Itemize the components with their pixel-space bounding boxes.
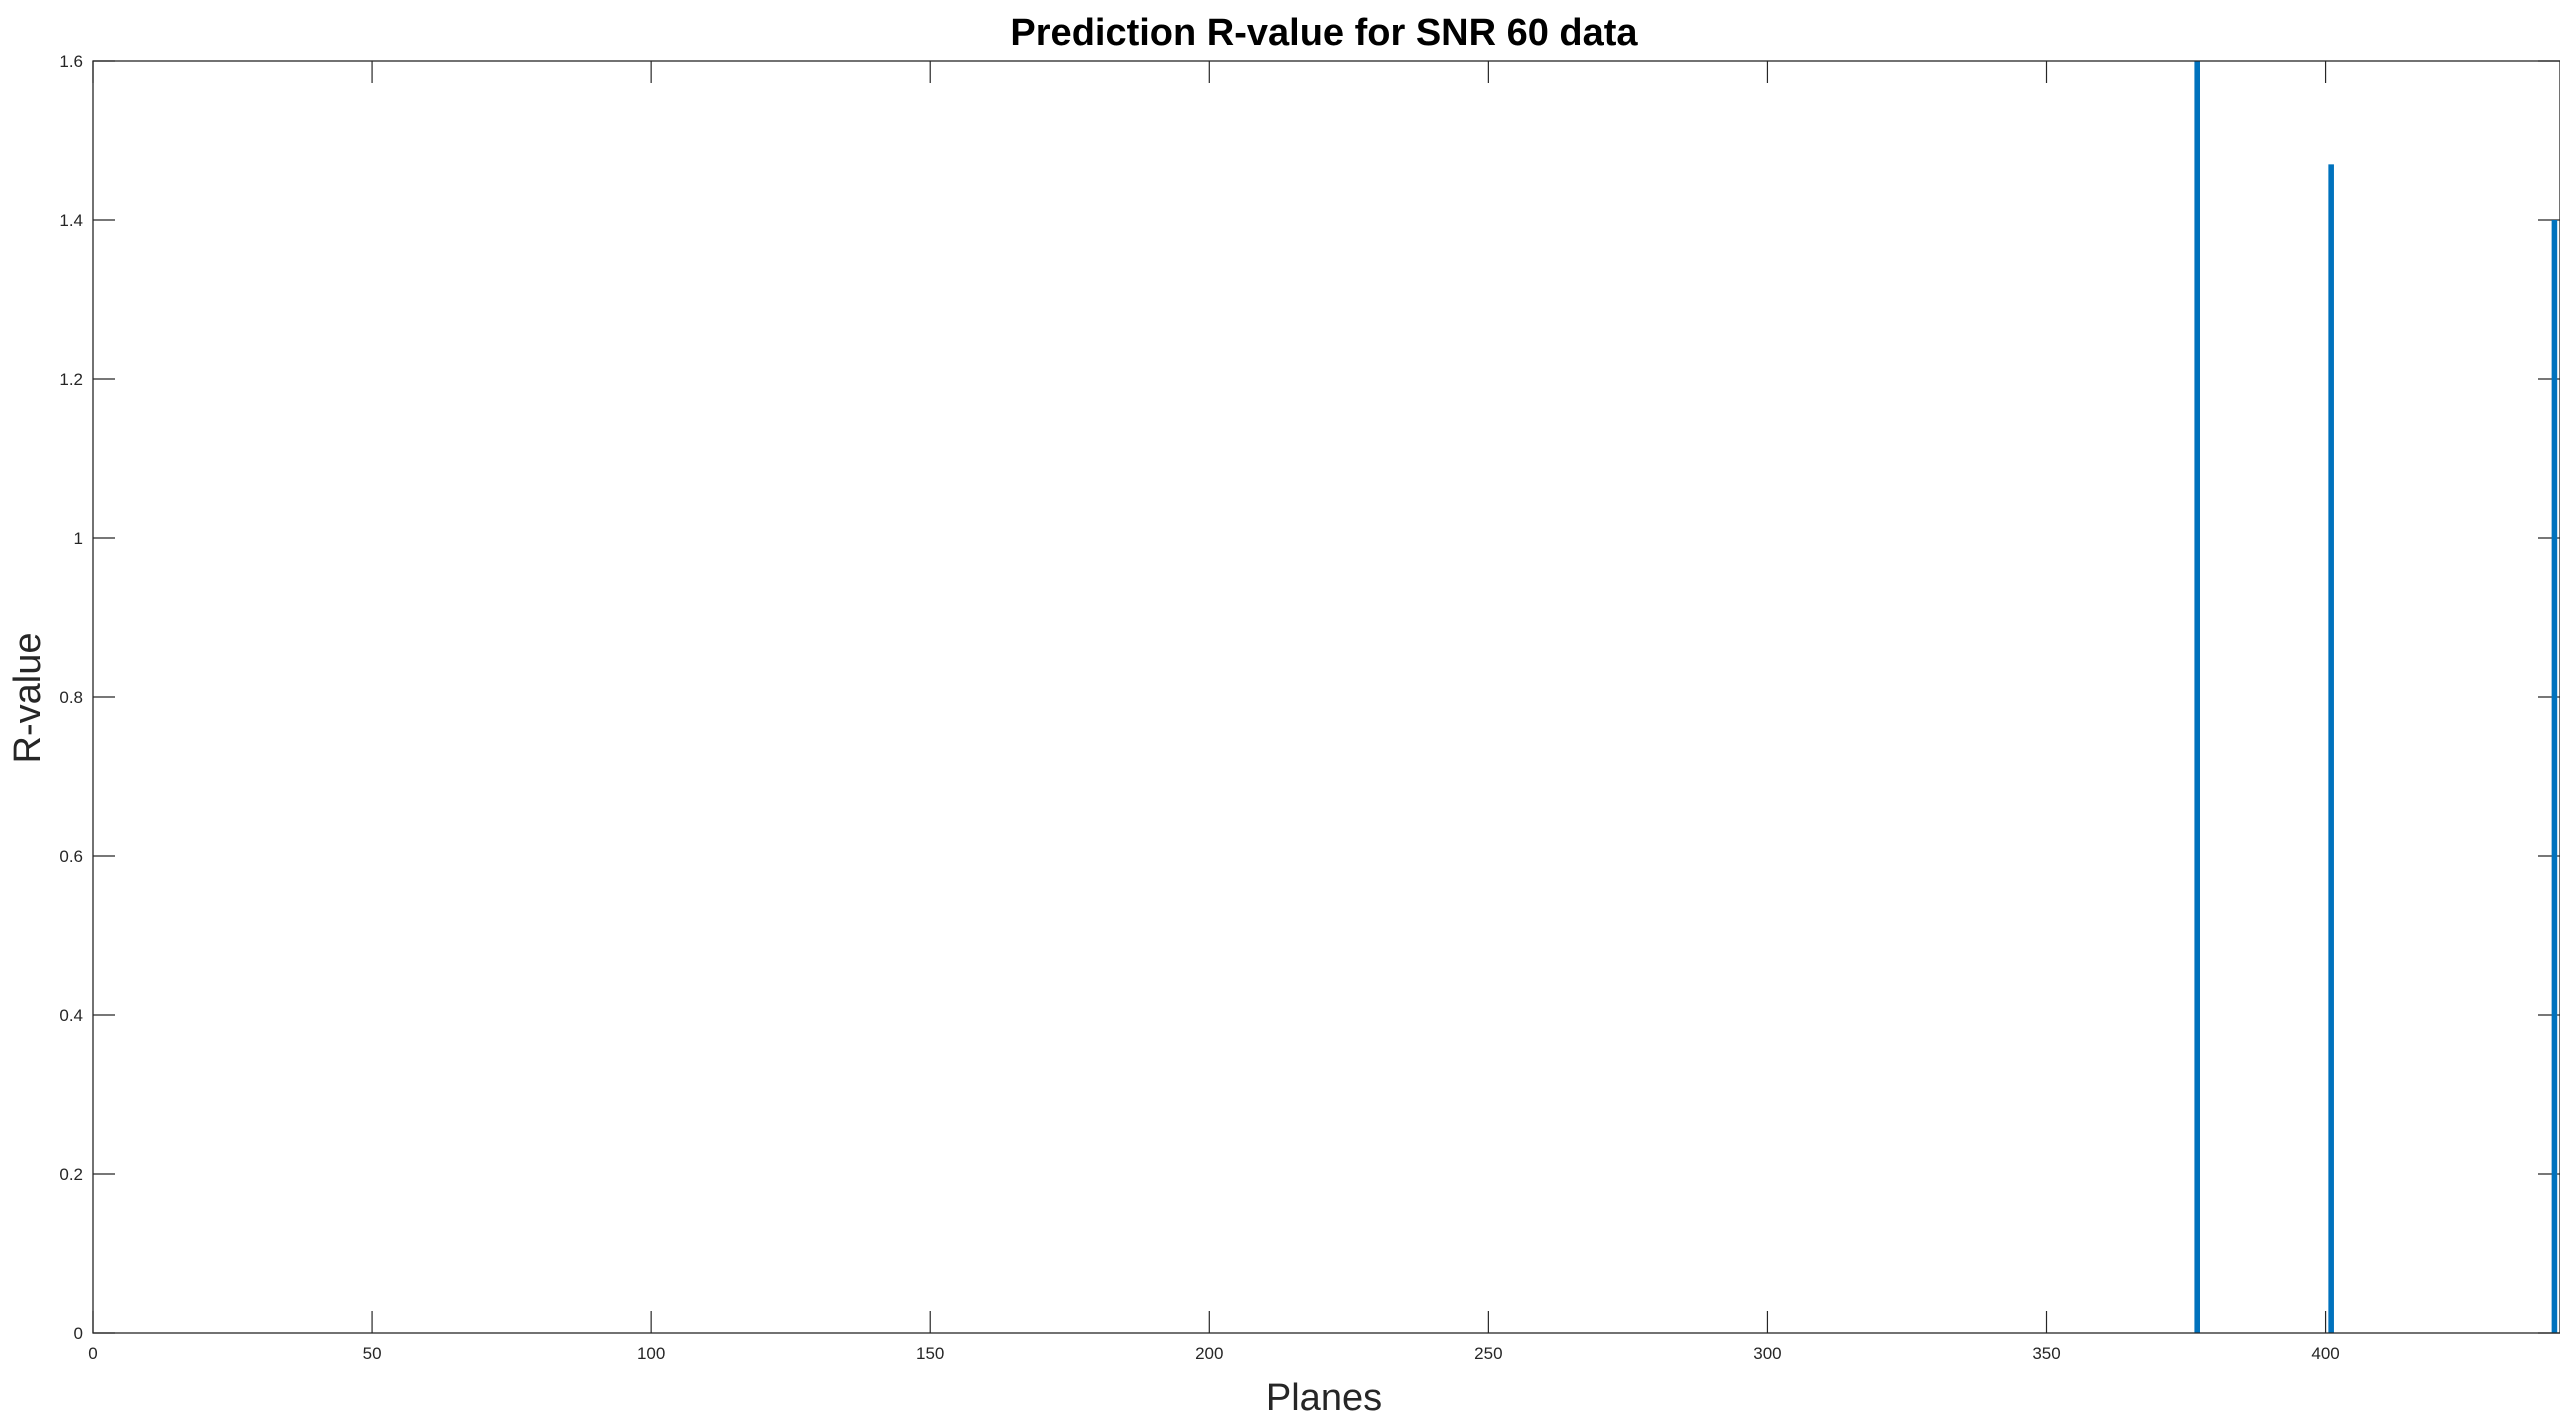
x-tick-label: 150 xyxy=(916,1344,944,1363)
y-tick-label: 1.4 xyxy=(59,211,83,230)
x-tick-label: 0 xyxy=(88,1344,97,1363)
y-tick-label: 0.2 xyxy=(59,1165,83,1184)
y-tick-label: 1.6 xyxy=(59,52,83,71)
y-tick-label: 0 xyxy=(74,1324,83,1343)
bars-layer xyxy=(2194,61,2558,1334)
y-tick-label: 0.4 xyxy=(59,1006,83,1025)
bar-plane-441 xyxy=(2551,220,2558,1333)
x-tick-label: 350 xyxy=(2032,1344,2060,1363)
y-tick-label: 0.6 xyxy=(59,847,83,866)
ticks-layer xyxy=(92,60,2560,1334)
x-tick-label: 100 xyxy=(637,1344,665,1363)
bar-plane-377 xyxy=(2194,61,2200,1333)
x-axis-label: Planes xyxy=(1266,1377,1382,1419)
y-tick-label: 1.2 xyxy=(59,370,83,389)
tick-labels-layer: 0 50 100 150 200 250 300 350 400 0 0.2 0.4 0.6 0.8 1 1.… xyxy=(59,52,2339,1363)
x-tick-label: 250 xyxy=(1474,1344,1502,1363)
x-tick-label: 300 xyxy=(1753,1344,1781,1363)
x-tick-label: 200 xyxy=(1195,1344,1223,1363)
x-tick-label: 400 xyxy=(2311,1344,2339,1363)
bar-plane-401 xyxy=(2328,164,2334,1334)
y-axis-label: R-value xyxy=(7,633,49,764)
plot-area-frame xyxy=(92,60,2560,1334)
y-tick-label: 0.8 xyxy=(59,688,83,707)
chart-title: Prediction R-value for SNR 60 data xyxy=(1010,12,1638,54)
y-tick-label: 1 xyxy=(74,529,83,548)
x-tick-label: 50 xyxy=(363,1344,382,1363)
